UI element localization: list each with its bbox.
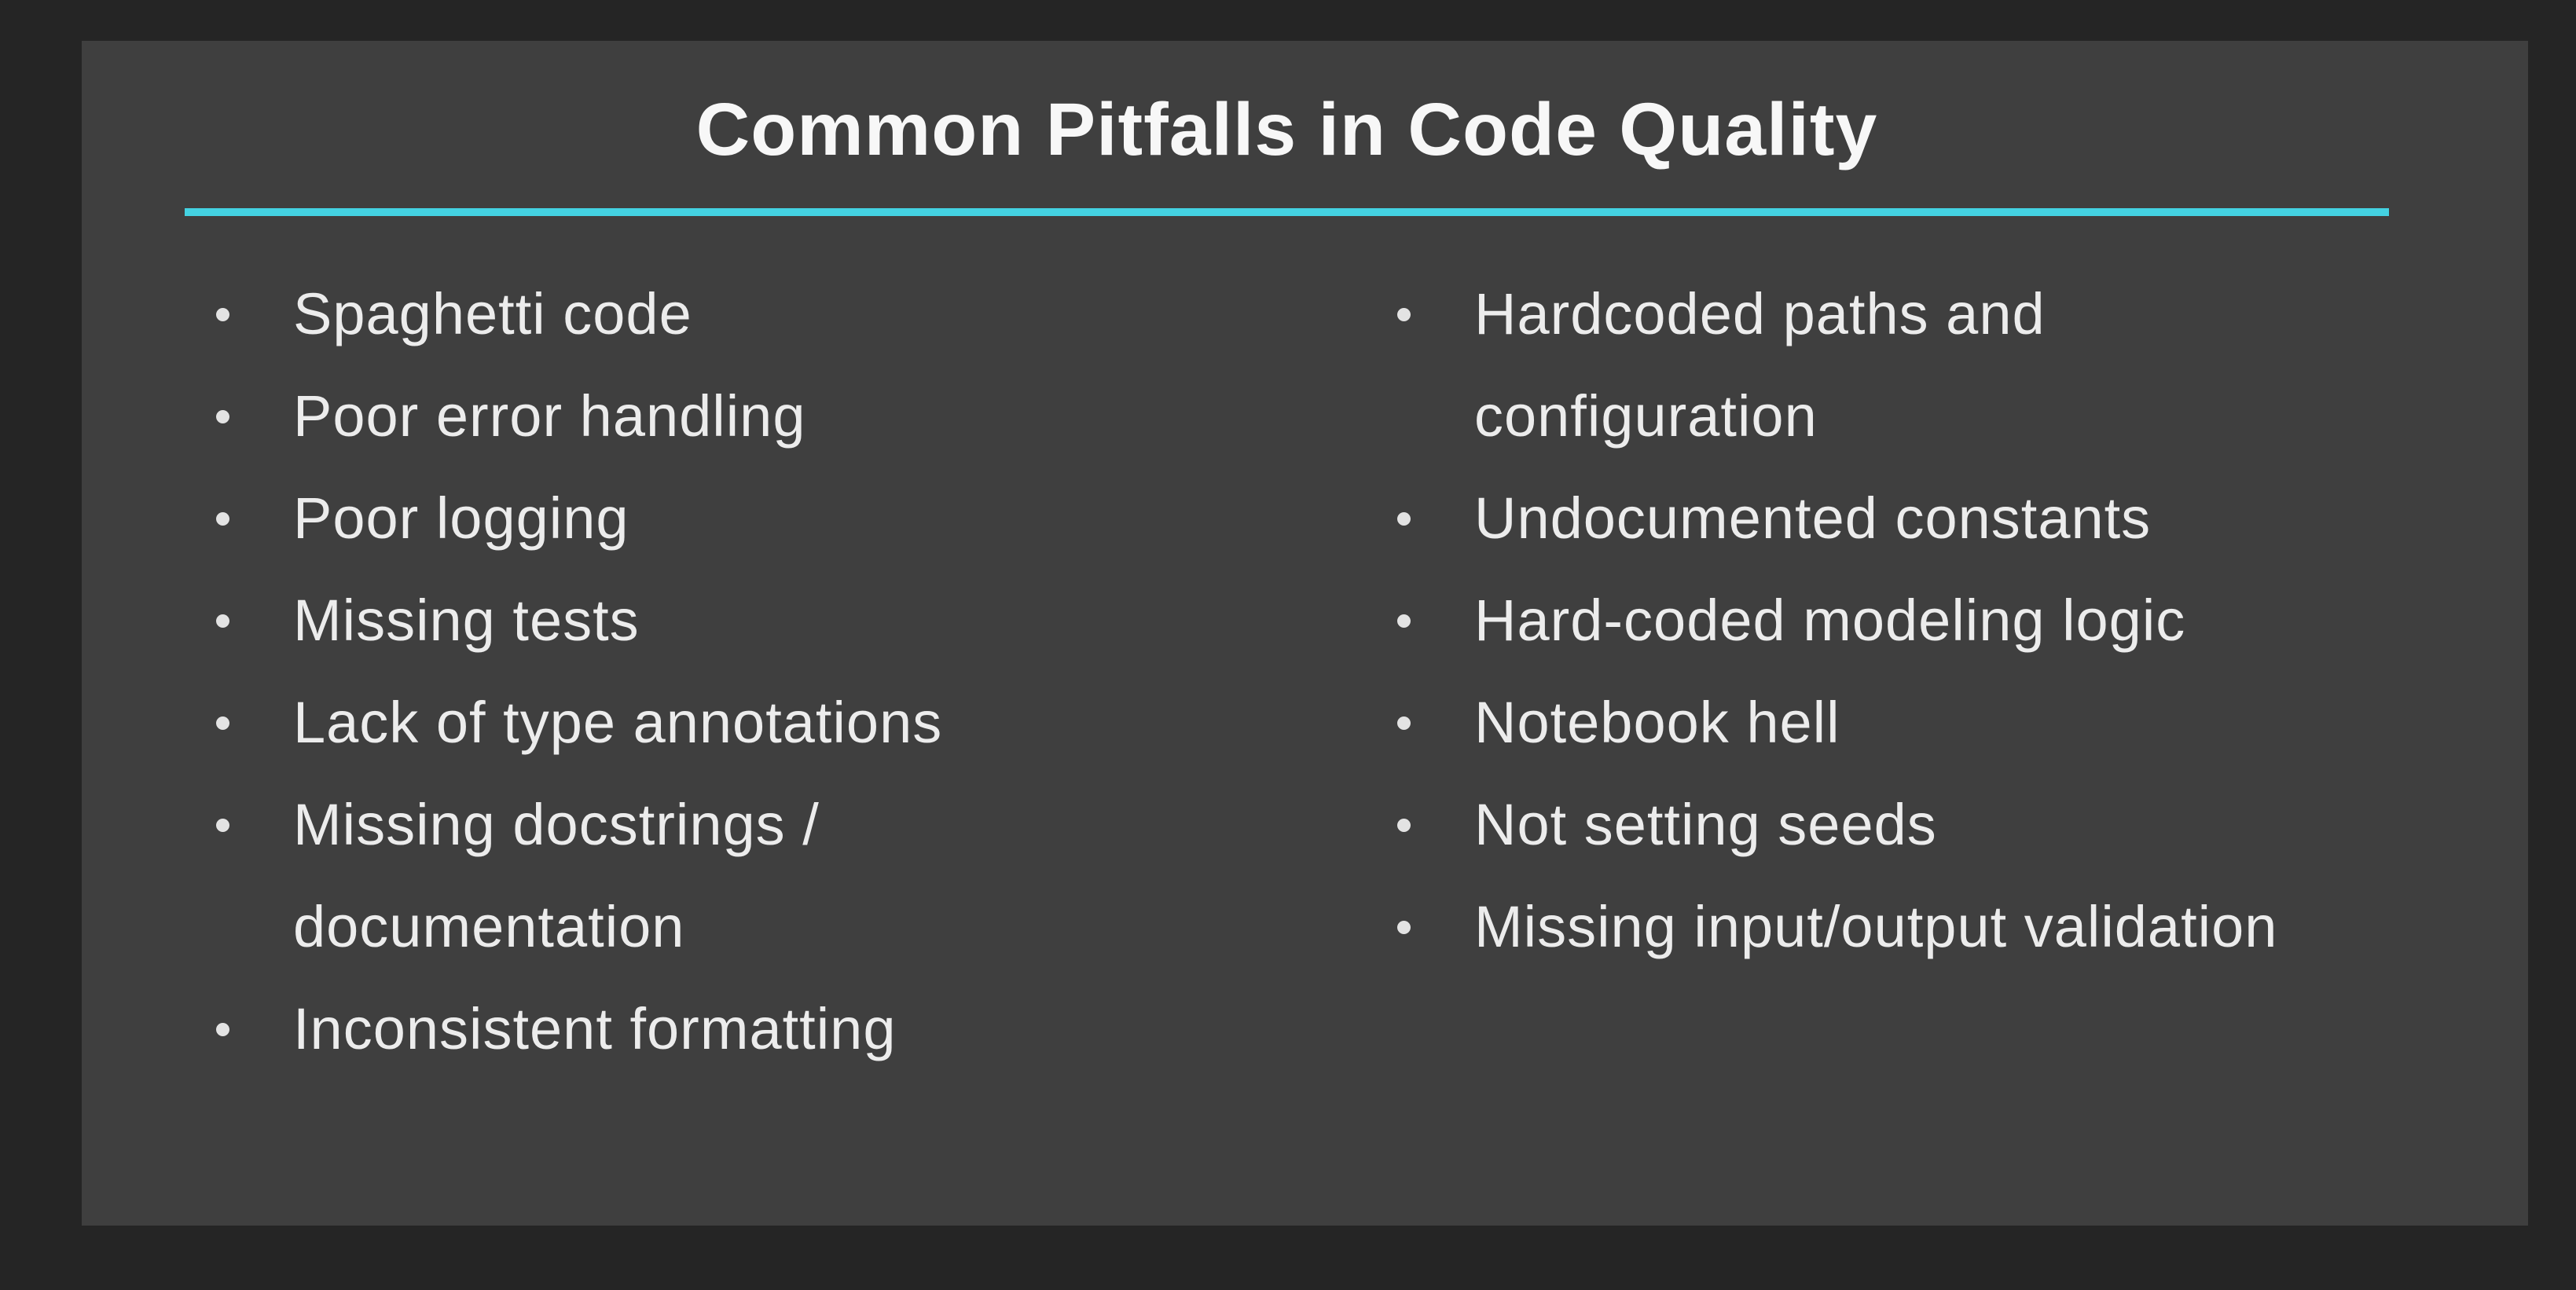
list-item: Missing input/output validation xyxy=(1397,876,2576,978)
bullet-dot-icon xyxy=(216,1023,229,1036)
bullet-text: Lack of type annotations xyxy=(293,690,943,755)
list-item: Not setting seeds xyxy=(1397,774,2576,876)
bullet-list-right: Hardcoded paths and configuration Undocum… xyxy=(1397,263,2576,978)
bullet-text: Not setting seeds xyxy=(1474,792,1937,857)
bullet-text: Hard-coded modeling logic xyxy=(1474,588,2186,653)
list-item: Poor error handling xyxy=(216,365,1332,467)
list-item: Missing tests xyxy=(216,570,1332,672)
list-item: Hard-coded modeling logic xyxy=(1397,570,2576,672)
bullet-dot-icon xyxy=(1397,614,1411,628)
bullet-text: Hardcoded paths and configuration xyxy=(1474,281,2046,449)
bullet-dot-icon xyxy=(216,819,229,832)
list-item: Notebook hell xyxy=(1397,672,2576,774)
slide-title: Common Pitfalls in Code Quality xyxy=(695,88,1878,171)
bullet-text: Missing tests xyxy=(293,588,640,653)
bullet-text: Spaghetti code xyxy=(293,281,692,346)
bullet-dot-icon xyxy=(1397,921,1411,934)
bullet-text: Poor logging xyxy=(293,486,629,551)
bullet-dot-icon xyxy=(216,410,229,423)
list-item: Undocumented constants xyxy=(1397,467,2576,570)
bullet-dot-icon xyxy=(216,614,229,628)
bullet-dot-icon xyxy=(216,512,229,526)
list-item: Poor logging xyxy=(216,467,1332,570)
bullet-text: Undocumented constants xyxy=(1474,486,2152,551)
bullet-dot-icon xyxy=(1397,716,1411,730)
bullet-dot-icon xyxy=(1397,308,1411,321)
list-item: Inconsistent formatting xyxy=(216,978,1332,1080)
bullet-text: Poor error handling xyxy=(293,383,806,449)
bullet-text: Missing input/output validation xyxy=(1474,894,2278,959)
bullet-text: Inconsistent formatting xyxy=(293,996,897,1061)
list-item: Missing docstrings / documentation xyxy=(216,774,1332,978)
title-underline xyxy=(185,208,2389,216)
bullet-text: Missing docstrings / documentation xyxy=(293,792,820,959)
list-item: Lack of type annotations xyxy=(216,672,1332,774)
bullet-dot-icon xyxy=(216,716,229,730)
bullet-dot-icon xyxy=(216,308,229,321)
bullet-dot-icon xyxy=(1397,512,1411,526)
bullet-dot-icon xyxy=(1397,819,1411,832)
list-item: Spaghetti code xyxy=(216,263,1332,365)
slide-card: Common Pitfalls in Code Quality Spaghett… xyxy=(82,41,2528,1226)
bullet-text: Notebook hell xyxy=(1474,690,1840,755)
list-item: Hardcoded paths and configuration xyxy=(1397,263,2576,467)
bullet-list-left: Spaghetti code Poor error handling Poor lo… xyxy=(216,263,1332,1080)
